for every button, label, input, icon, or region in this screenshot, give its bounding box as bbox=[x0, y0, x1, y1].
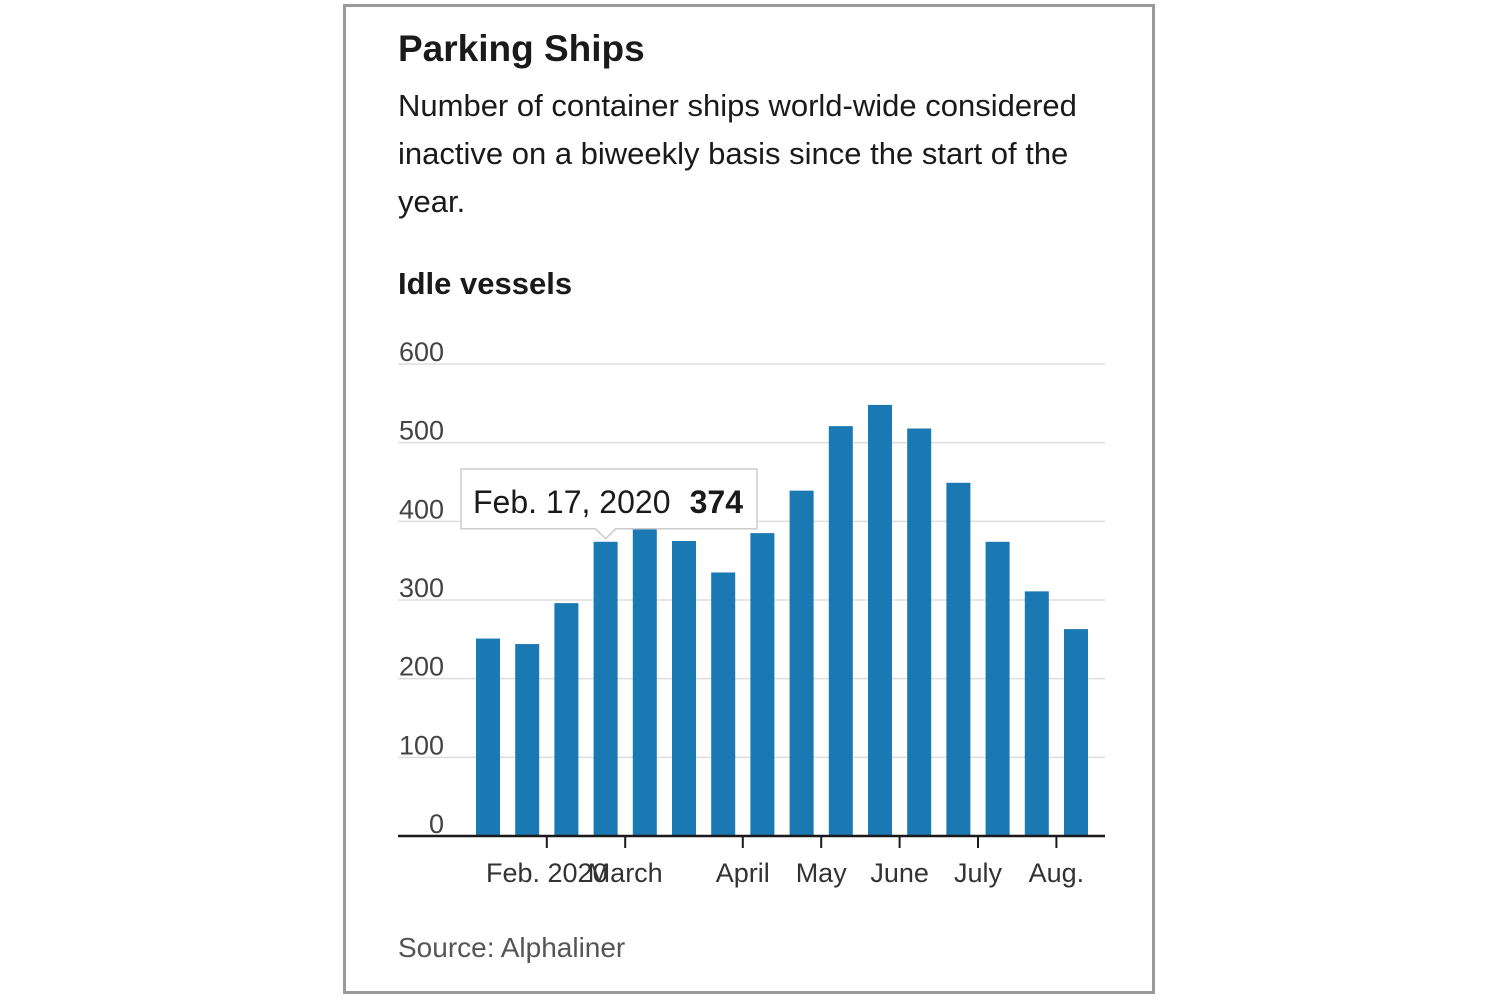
bar[interactable] bbox=[946, 482, 971, 836]
y-tick-label: 600 bbox=[399, 337, 444, 367]
bar[interactable] bbox=[868, 404, 892, 836]
bar[interactable] bbox=[828, 426, 853, 836]
bar[interactable] bbox=[672, 541, 696, 836]
x-tick-label: Feb. 2020 bbox=[486, 858, 608, 888]
bar[interactable] bbox=[476, 638, 500, 836]
y-axis-label: Idle vessels bbox=[398, 266, 573, 301]
tooltip-value: 374 bbox=[690, 484, 744, 520]
y-tick-label: 200 bbox=[399, 652, 444, 682]
x-tick-label: June bbox=[870, 858, 929, 888]
chart-subtitle: Number of container ships world-wide con… bbox=[398, 88, 1077, 219]
y-tick-label: 500 bbox=[399, 416, 444, 446]
bar[interactable] bbox=[593, 541, 618, 836]
x-tick-label: Aug. bbox=[1029, 858, 1085, 888]
y-tick-label: 400 bbox=[399, 494, 444, 524]
bar[interactable] bbox=[515, 644, 540, 836]
bar[interactable] bbox=[750, 533, 775, 836]
x-tick-label: May bbox=[796, 858, 848, 888]
bar[interactable] bbox=[985, 541, 1010, 836]
bar[interactable] bbox=[632, 523, 657, 836]
source-note: Source: Alphaliner bbox=[398, 932, 626, 963]
bar[interactable] bbox=[554, 603, 579, 836]
bar[interactable] bbox=[711, 572, 736, 836]
chart-title: Parking Ships bbox=[398, 28, 645, 69]
x-tick-label: April bbox=[716, 858, 770, 888]
bar[interactable] bbox=[1024, 591, 1049, 836]
tooltip-date: Feb. 17, 2020 bbox=[473, 484, 670, 520]
y-tick-label: 300 bbox=[399, 573, 444, 603]
x-tick-label: March bbox=[588, 858, 663, 888]
bar[interactable] bbox=[1064, 629, 1088, 836]
y-tick-label: 0 bbox=[429, 809, 444, 839]
x-tick-label: July bbox=[954, 858, 1003, 888]
bar[interactable] bbox=[907, 428, 932, 836]
bar[interactable] bbox=[789, 490, 814, 836]
tooltip-box bbox=[460, 468, 758, 540]
y-tick-label: 100 bbox=[399, 730, 444, 760]
